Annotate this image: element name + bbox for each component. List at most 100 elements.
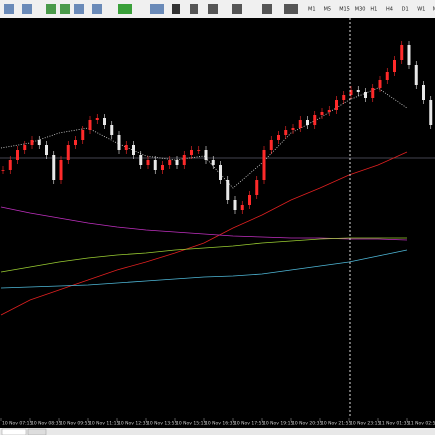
candle-body bbox=[175, 160, 179, 165]
candle-body bbox=[277, 135, 280, 140]
candle-body bbox=[204, 150, 208, 160]
candle-body bbox=[364, 92, 367, 98]
candle-body bbox=[132, 145, 135, 155]
candle-body bbox=[1, 170, 5, 171]
candle-body bbox=[349, 90, 353, 95]
icon[interactable] bbox=[46, 4, 56, 14]
plot bbox=[0, 41, 435, 316]
icon[interactable] bbox=[208, 4, 218, 14]
icon[interactable] bbox=[232, 4, 242, 14]
candle-body bbox=[298, 120, 302, 128]
toolbar-icons bbox=[4, 4, 298, 14]
candle-body bbox=[110, 125, 114, 135]
candle-body bbox=[385, 72, 389, 80]
timeframe-button[interactable]: MN bbox=[433, 7, 435, 13]
candle-body bbox=[95, 118, 99, 120]
candle-body bbox=[335, 100, 338, 110]
x-tick-label: 10 Nov 13:55 bbox=[147, 421, 177, 427]
candle-body bbox=[8, 160, 12, 170]
x-tick-label: 10 Nov 12:35 bbox=[118, 421, 148, 427]
candle-body bbox=[117, 135, 121, 150]
icon[interactable] bbox=[190, 4, 198, 14]
candle-body bbox=[88, 120, 92, 130]
candle-body bbox=[414, 65, 418, 85]
candle-body bbox=[320, 112, 324, 115]
candle-body bbox=[146, 160, 150, 165]
x-tick-label: 10 Nov 16:35 bbox=[205, 421, 235, 427]
candle-body bbox=[153, 160, 157, 170]
timeframe-button[interactable]: M1 bbox=[308, 7, 316, 13]
candle-body bbox=[226, 180, 230, 200]
candle-body bbox=[161, 165, 164, 170]
icon[interactable] bbox=[150, 4, 164, 14]
timeframe-button[interactable]: H1 bbox=[370, 7, 377, 13]
timeframe-button[interactable]: M5 bbox=[324, 7, 332, 13]
x-tick-label: 10 Nov 17:55 bbox=[234, 421, 264, 427]
candle-body bbox=[356, 90, 360, 92]
candle-body bbox=[422, 85, 425, 100]
timeframe-button[interactable]: D1 bbox=[402, 7, 409, 13]
candle-body bbox=[37, 140, 41, 145]
candle-body bbox=[233, 200, 237, 210]
candle-body bbox=[59, 160, 63, 180]
tab[interactable] bbox=[27, 428, 47, 435]
candle-body bbox=[248, 195, 251, 205]
x-tick-label: 10 Nov 08:35 bbox=[31, 421, 61, 427]
candle-body bbox=[124, 145, 128, 150]
x-axis-area bbox=[0, 418, 435, 428]
icon[interactable] bbox=[4, 4, 14, 14]
candle-body bbox=[400, 45, 404, 60]
icon[interactable] bbox=[60, 4, 70, 14]
x-tick-label: 11 Nov 01:35 bbox=[379, 421, 409, 427]
candle-body bbox=[284, 130, 288, 135]
moving-average bbox=[0, 249, 408, 289]
timeframe-button[interactable]: M15 bbox=[339, 7, 350, 13]
candle-body bbox=[219, 165, 222, 180]
candle-body bbox=[313, 115, 317, 125]
candle-body bbox=[262, 150, 266, 180]
x-tick-label: 10 Nov 19:15 bbox=[263, 421, 293, 427]
candle-body bbox=[269, 140, 273, 150]
candle-body bbox=[66, 145, 70, 160]
candle-body bbox=[393, 60, 396, 72]
candle-body bbox=[291, 128, 295, 130]
timeframe-button[interactable]: M30 bbox=[355, 7, 366, 13]
candle-body bbox=[211, 160, 215, 165]
timeframes: M1 M5 M15 M30 H1 H4 D1 W1 MN bbox=[308, 7, 435, 13]
candle-body bbox=[168, 160, 172, 165]
x-tick-label: 10 Nov 20:35 bbox=[292, 421, 322, 427]
icon[interactable] bbox=[74, 4, 84, 14]
timeframe-button[interactable]: W1 bbox=[417, 7, 425, 13]
icon[interactable] bbox=[172, 4, 180, 14]
tab[interactable] bbox=[1, 428, 27, 435]
candle-body bbox=[306, 120, 309, 125]
candle-body bbox=[429, 100, 433, 125]
x-tick-label: 10 Nov 11:15 bbox=[89, 421, 119, 427]
icon[interactable] bbox=[262, 4, 272, 14]
moving-average bbox=[0, 237, 407, 273]
icon[interactable] bbox=[22, 4, 32, 14]
candle-body bbox=[23, 145, 27, 150]
candle-body bbox=[16, 150, 19, 160]
candle-body bbox=[139, 155, 143, 165]
timeframe-button[interactable]: H4 bbox=[386, 7, 393, 13]
icon[interactable] bbox=[284, 4, 298, 14]
candle-body bbox=[327, 110, 331, 112]
x-tick-label: 11 Nov 02:55 bbox=[408, 421, 435, 427]
candle-body bbox=[103, 118, 106, 125]
icon[interactable] bbox=[118, 4, 132, 14]
candle-body bbox=[52, 155, 56, 180]
candle-body bbox=[182, 155, 186, 165]
candle-body bbox=[45, 145, 48, 155]
candle-body bbox=[74, 140, 77, 145]
moving-average bbox=[0, 151, 408, 316]
candle-body bbox=[255, 180, 259, 195]
candle-body bbox=[197, 150, 201, 151]
candle-body bbox=[30, 140, 34, 145]
candle-body bbox=[81, 130, 85, 140]
icon[interactable] bbox=[92, 4, 102, 14]
candle-body bbox=[407, 45, 411, 65]
